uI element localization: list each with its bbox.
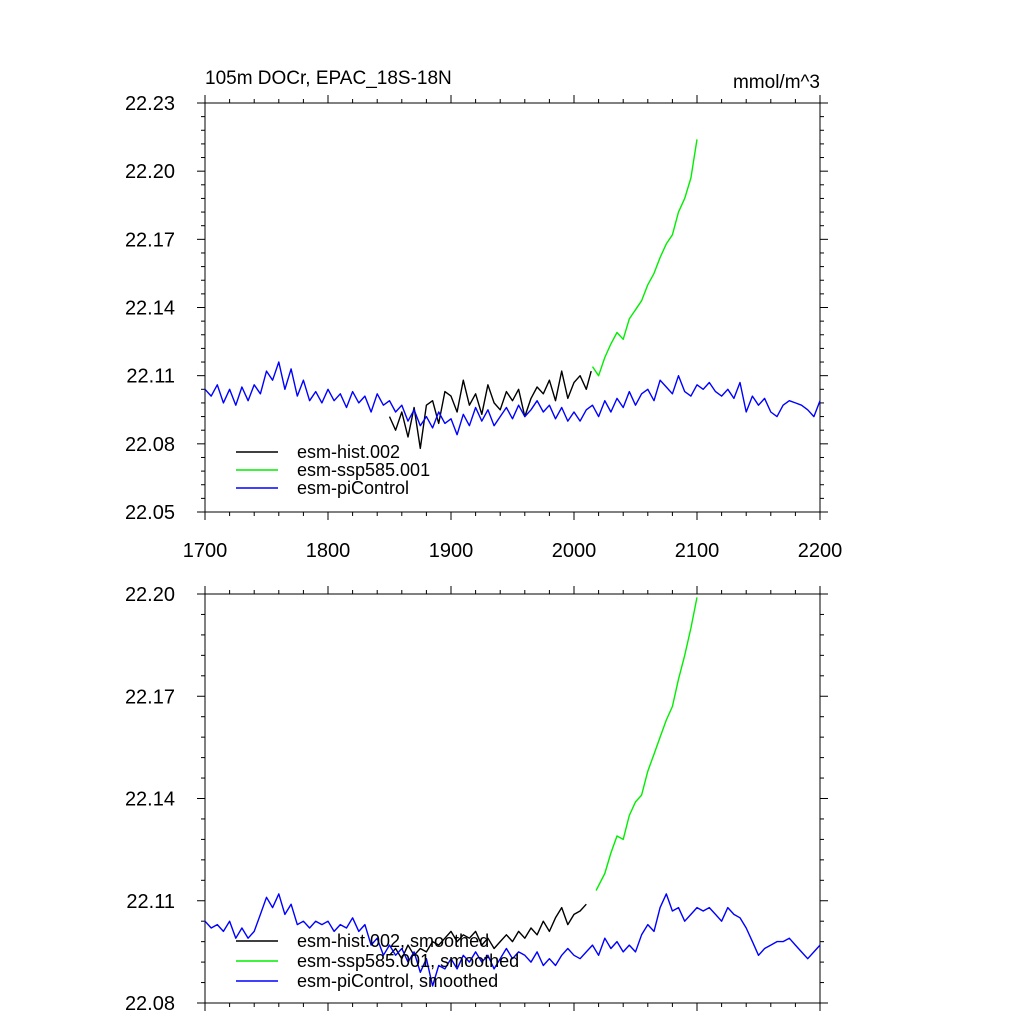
y-tick-label: 22.17 (125, 229, 175, 251)
legend-label: esm-ssp585.001 (297, 460, 430, 480)
legend-label: esm-piControl, smoothed (297, 971, 498, 991)
y-tick-label: 22.14 (125, 298, 175, 320)
series-line-esm-ssp585-001 (591, 139, 698, 377)
y-tick-label: 22.20 (125, 584, 175, 606)
top-panel: 1700 1800 1900 2000 2100 2200 22.05 22.08 22.11 2… (125, 68, 842, 562)
y-tick-label: 22.17 (125, 686, 175, 708)
y-tick-label: 22.11 (126, 891, 175, 913)
series-line-esm-picontrol (204, 361, 821, 436)
y-tick-label: 22.08 (125, 993, 175, 1015)
y-tick-label: 22.23 (125, 93, 175, 115)
y-tick-label: 22.05 (125, 502, 175, 524)
x-tick-label: 1800 (306, 540, 351, 562)
y-tick-label: 22.08 (125, 434, 175, 456)
legend-label: esm-hist.002 (297, 442, 400, 462)
legend-label: esm-hist.002, smoothed (297, 931, 489, 951)
y-tick-label: 22.11 (126, 366, 175, 388)
x-tick-label: 2100 (675, 540, 720, 562)
x-tick-label: 2000 (552, 540, 597, 562)
x-tick-label: 1900 (429, 540, 474, 562)
legend-label: esm-piControl (297, 478, 409, 498)
x-tick-label: 2200 (798, 540, 843, 562)
bottom-panel: 22.08 22.11 22.14 22.17 22.20 esm-hist.002, s… (125, 584, 828, 1015)
y-tick-label: 22.14 (125, 789, 175, 811)
series-line-esm-hist-002-smoothed (388, 903, 587, 960)
chart-title: 105m DOCr, EPAC_18S-18N (205, 68, 452, 89)
series-line-esm-ssp585-001-smoothed (595, 597, 698, 891)
y-tick-label: 22.20 (125, 161, 175, 183)
series-line-esm-picontrol-smoothed (204, 893, 821, 987)
legend-label: esm-ssp585.001, smoothed (297, 951, 519, 971)
series-line-esm-hist-002 (388, 370, 592, 450)
x-tick-label: 1700 (183, 540, 228, 562)
units-label: mmol/m^3 (733, 72, 820, 93)
